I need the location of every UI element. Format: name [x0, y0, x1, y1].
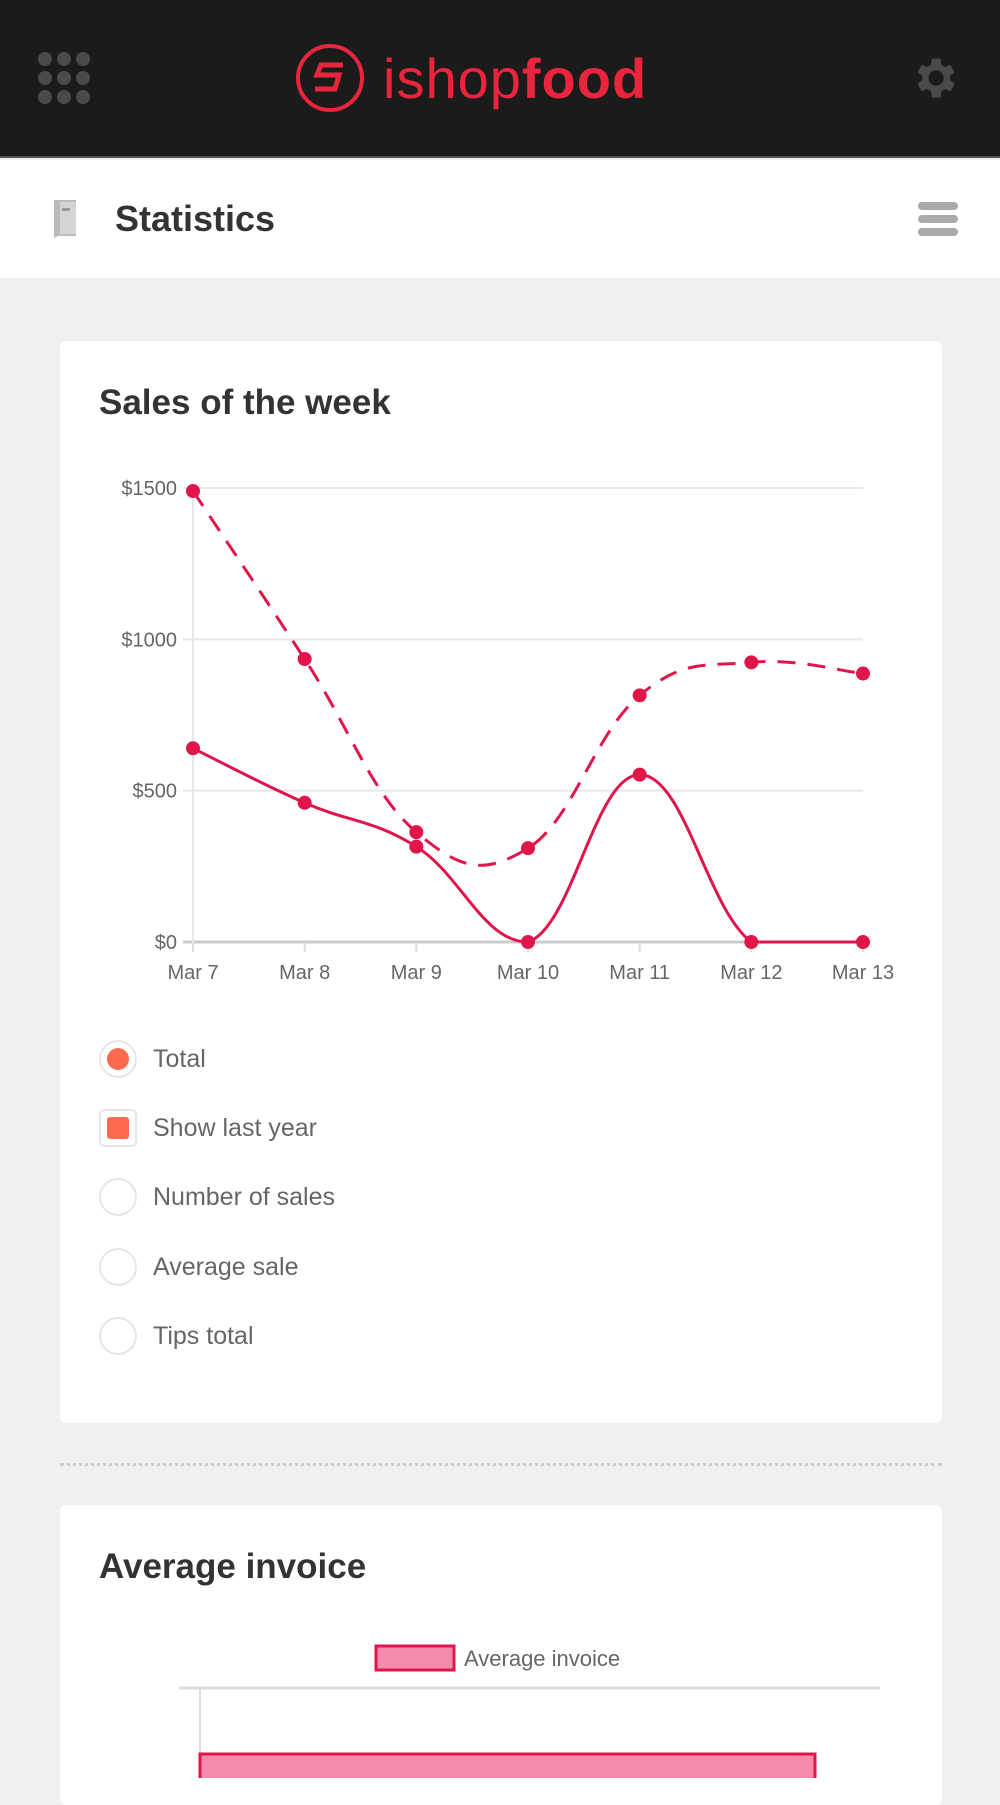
logo-text-light: ishop: [383, 46, 522, 110]
data-point: [297, 652, 312, 667]
option-label: Number of sales: [153, 1182, 336, 1211]
option-number-of-sales[interactable]: Number of sales: [99, 1178, 335, 1216]
logo-s-icon: [296, 44, 364, 112]
y-tick-label: $0: [155, 932, 177, 954]
data-point: [297, 795, 312, 810]
radio-tips-total[interactable]: [99, 1317, 137, 1355]
option-label: Total: [153, 1044, 206, 1073]
option-label: Average sale: [153, 1252, 299, 1281]
x-tick-label: Mar 13: [832, 962, 894, 984]
option-show-last-year[interactable]: Show last year: [99, 1109, 317, 1147]
book-icon: [54, 200, 76, 238]
page-title: Statistics: [115, 198, 276, 239]
data-point: [744, 935, 759, 949]
option-label: Show last year: [153, 1113, 317, 1142]
option-average-sale[interactable]: Average sale: [99, 1248, 298, 1286]
legend-swatch: [374, 1644, 456, 1672]
radio-average-sale[interactable]: [99, 1248, 137, 1286]
sales-line-chart: $0 $500 $1000 $1500 Mar 7 Mar 8 Mar 9 Mar 10 Mar…: [121, 478, 894, 984]
logo[interactable]: ishopfood: [295, 42, 647, 114]
data-point: [521, 935, 535, 949]
option-tips-total[interactable]: Tips total: [99, 1317, 254, 1355]
data-point: [856, 935, 870, 949]
data-point: [186, 484, 200, 499]
sales-card: Sales of the week $0 $500 $1000 $1500 Mar 7 M…: [60, 341, 942, 1423]
y-tick-label: $1000: [121, 629, 177, 651]
series-line-last-year: [191, 490, 864, 867]
checkbox-show-last-year[interactable]: [99, 1109, 137, 1147]
y-tick-label: $500: [133, 781, 178, 803]
app-header: ishopfood: [0, 0, 1000, 158]
x-tick-label: Mar 8: [279, 962, 330, 984]
radio-total[interactable]: [99, 1040, 137, 1078]
x-tick-label: Mar 7: [167, 962, 218, 984]
x-tick-label: Mar 10: [497, 962, 559, 984]
x-tick-label: Mar 11: [609, 962, 670, 984]
gear-icon[interactable]: [908, 52, 960, 104]
radio-number-of-sales[interactable]: [99, 1178, 137, 1216]
page-title-bar: Statistics: [0, 160, 1000, 278]
legend-label: Average invoice: [464, 1646, 620, 1671]
data-point: [632, 688, 647, 703]
invoice-card: Average invoice Average invoice: [60, 1505, 942, 1805]
hamburger-menu-icon[interactable]: [918, 202, 958, 241]
average-invoice-bar-chart: Average invoice: [179, 1644, 880, 1778]
data-point: [409, 825, 424, 840]
data-point: [186, 741, 200, 756]
x-tick-label: Mar 12: [720, 962, 782, 984]
data-point: [856, 666, 870, 681]
data-point: [632, 767, 647, 782]
section-divider: [60, 1463, 942, 1466]
logo-text-bold: food: [521, 46, 648, 110]
x-tick-label: Mar 9: [391, 962, 442, 984]
y-tick-label: $1500: [121, 478, 177, 500]
option-label: Tips total: [153, 1321, 254, 1350]
option-total[interactable]: Total: [99, 1040, 206, 1078]
sales-card-title: Sales of the week: [99, 383, 391, 422]
data-point: [744, 655, 759, 670]
invoice-card-title: Average invoice: [99, 1547, 367, 1586]
data-point: [409, 839, 424, 854]
bar-average-invoice: [198, 1752, 817, 1778]
apps-grid-icon[interactable]: [38, 52, 90, 104]
data-point: [521, 841, 535, 856]
